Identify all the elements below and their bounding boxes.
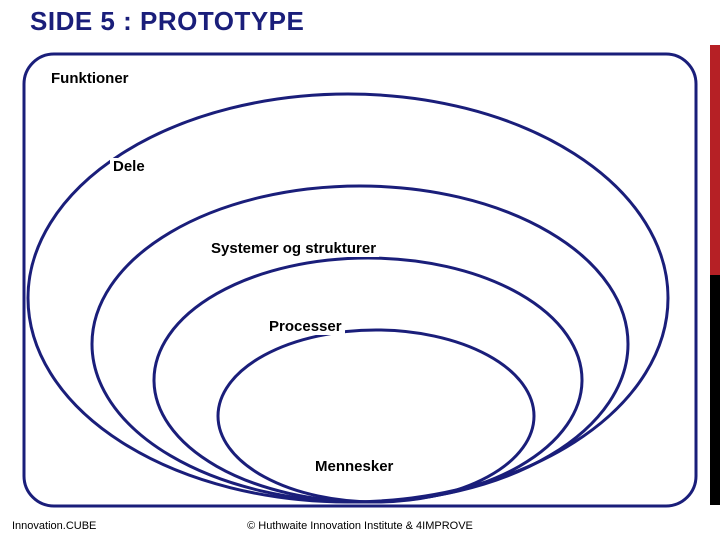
diagram-svg bbox=[20, 50, 700, 510]
ellipse-label-2: Dele bbox=[110, 158, 148, 175]
ellipse-group bbox=[28, 94, 668, 502]
footer-left: Innovation.CUBE bbox=[12, 520, 96, 532]
accent-bar bbox=[710, 45, 720, 505]
accent-bar-top bbox=[710, 45, 720, 275]
slide-title: SIDE 5 : PROTOTYPE bbox=[30, 6, 304, 37]
ellipse-label-3: Systemer og strukturer bbox=[208, 240, 379, 257]
ellipse-2 bbox=[92, 186, 628, 502]
footer-center: © Huthwaite Innovation Institute & 4IMPR… bbox=[247, 520, 473, 532]
nested-ellipse-diagram: Funktioner Dele Systemer og strukturer Proc… bbox=[20, 50, 700, 510]
ellipse-label-4: Processer bbox=[266, 318, 345, 335]
ellipse-4 bbox=[218, 330, 534, 502]
ellipse-label-1: Funktioner bbox=[48, 70, 132, 87]
slide: SIDE 5 : PROTOTYPE Funktioner Dele Systeme… bbox=[0, 0, 720, 540]
accent-bar-bottom bbox=[710, 275, 720, 505]
outer-rounded-rect bbox=[24, 54, 696, 506]
ellipse-label-5: Mennesker bbox=[312, 458, 396, 475]
